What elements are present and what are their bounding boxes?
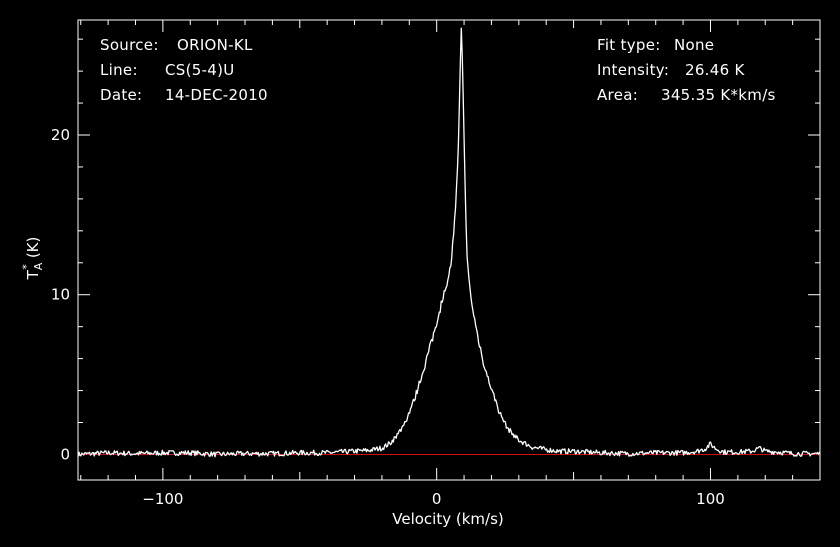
plot-frame bbox=[77, 19, 821, 481]
y-tick-label: 20 bbox=[51, 126, 70, 144]
info-date-value: 14-DEC-2010 bbox=[165, 86, 268, 104]
svg-text:TA*(K): TA* (K) bbox=[20, 237, 45, 281]
y-axis-label-unit: (K) bbox=[24, 237, 42, 259]
info-source-value: ORION-KL bbox=[177, 36, 253, 54]
info-area-label: Area: bbox=[597, 86, 639, 104]
x-tick-label: 100 bbox=[696, 490, 725, 508]
x-tick-label: 0 bbox=[432, 490, 442, 508]
x-tick-label: −100 bbox=[142, 490, 183, 508]
axis-ticks bbox=[78, 20, 821, 480]
info-fit-type-value: None bbox=[674, 36, 715, 54]
info-fit-type-label: Fit type: bbox=[597, 36, 661, 54]
info-line-value: CS(5-4)U bbox=[165, 61, 235, 79]
spectrum-line bbox=[77, 27, 821, 458]
y-axis-label: TA* (K) bbox=[20, 237, 45, 281]
info-source-label: Source: bbox=[100, 36, 159, 54]
info-area-value: 345.35 K*km/s bbox=[661, 86, 776, 104]
y-axis-label-main: T bbox=[24, 269, 42, 280]
info-intensity-value: 26.46 K bbox=[685, 61, 745, 79]
axis-tick-labels: −100 0 100 0 10 20 bbox=[51, 126, 725, 508]
y-axis-label-sup: * bbox=[20, 264, 33, 270]
y-tick-label: 0 bbox=[60, 445, 70, 463]
x-axis-label: Velocity (km/s) bbox=[392, 510, 503, 528]
info-date-label: Date: bbox=[100, 86, 143, 104]
info-intensity-label: Intensity: bbox=[597, 61, 670, 79]
y-axis-label-sub: A bbox=[32, 262, 45, 270]
y-tick-label: 10 bbox=[51, 286, 70, 304]
info-line-label: Line: bbox=[100, 61, 138, 79]
